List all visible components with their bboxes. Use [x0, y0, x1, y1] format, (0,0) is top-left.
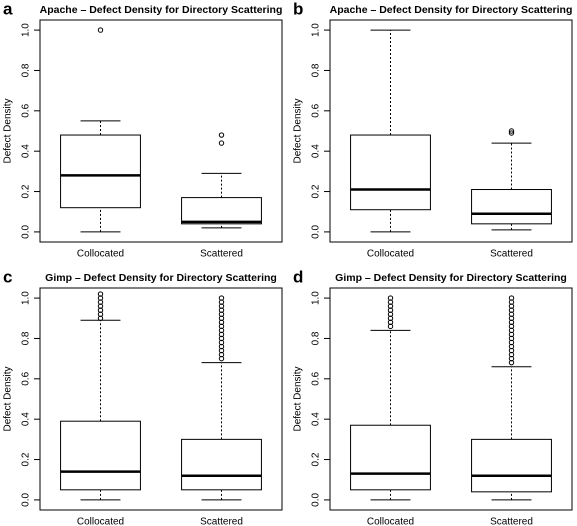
- y-tick-label: 0.6: [311, 371, 322, 385]
- y-tick-label: 1.0: [21, 291, 32, 305]
- y-tick-label: 0.2: [311, 452, 322, 466]
- y-tick-label: 0.4: [311, 412, 322, 426]
- chart-title: Gimp – Defect Density for Directory Scat…: [45, 272, 277, 284]
- box: [60, 420, 141, 491]
- y-tick-label: 0.8: [311, 331, 322, 345]
- x-tick-label: Collocated: [367, 517, 414, 526]
- outlier: [508, 128, 515, 134]
- y-tick-label: 0.0: [21, 225, 32, 239]
- y-tick-label: 1.0: [21, 23, 32, 37]
- y-axis-label: Defect Density: [293, 366, 304, 431]
- box: [181, 197, 262, 225]
- x-tick-label: Scattered: [490, 249, 533, 260]
- outlier: [218, 132, 225, 138]
- y-tick-label: 0.8: [311, 63, 322, 77]
- y-axis-label: Defect Density: [293, 98, 304, 163]
- plot-frame: [329, 287, 573, 511]
- box: [60, 134, 141, 209]
- outlier: [97, 291, 104, 297]
- panel-letter: c: [3, 267, 12, 286]
- x-tick-label: Collocated: [367, 249, 414, 260]
- x-tick-label: Collocated: [77, 517, 124, 526]
- panel-letter: a: [3, 0, 13, 18]
- box: [350, 424, 431, 491]
- plot-frame: [39, 287, 283, 511]
- chart-title: Apache – Defect Density for Directory Sc…: [40, 4, 283, 16]
- y-tick-label: 0.6: [311, 103, 322, 117]
- y-tick-label: 1.0: [311, 291, 322, 305]
- outlier: [387, 295, 394, 301]
- x-tick-label: Scattered: [490, 517, 533, 526]
- y-tick-label: 0.2: [21, 452, 32, 466]
- y-axis-label: Defect Density: [3, 98, 14, 163]
- box: [181, 438, 262, 491]
- outlier: [218, 295, 225, 301]
- outlier: [97, 27, 104, 33]
- y-tick-label: 0.2: [21, 184, 32, 198]
- y-tick-label: 0.0: [21, 493, 32, 507]
- panel-letter: d: [293, 267, 303, 286]
- y-tick-label: 0.4: [311, 144, 322, 158]
- y-axis-label: Defect Density: [3, 366, 14, 431]
- x-tick-label: Collocated: [77, 249, 124, 260]
- y-tick-label: 1.0: [311, 23, 322, 37]
- x-tick-label: Scattered: [200, 249, 243, 260]
- y-tick-label: 0.2: [311, 184, 322, 198]
- y-tick-label: 0.0: [311, 225, 322, 239]
- y-tick-label: 0.8: [21, 63, 32, 77]
- outlier: [218, 140, 225, 146]
- outlier: [508, 130, 515, 136]
- chart-title: Apache – Defect Density for Directory Sc…: [330, 4, 573, 16]
- plot-frame: [39, 19, 283, 243]
- plot-frame: [329, 19, 573, 243]
- x-tick-label: Scattered: [200, 517, 243, 526]
- panel-letter: b: [293, 0, 303, 18]
- outlier: [508, 295, 515, 301]
- y-tick-label: 0.6: [21, 103, 32, 117]
- box: [350, 134, 431, 211]
- y-tick-label: 0.6: [21, 371, 32, 385]
- y-tick-label: 0.4: [21, 412, 32, 426]
- y-tick-label: 0.8: [21, 331, 32, 345]
- chart-title: Gimp – Defect Density for Directory Scat…: [335, 272, 567, 284]
- box: [471, 438, 552, 493]
- box: [471, 189, 552, 225]
- y-tick-label: 0.0: [311, 493, 322, 507]
- y-tick-label: 0.4: [21, 144, 32, 158]
